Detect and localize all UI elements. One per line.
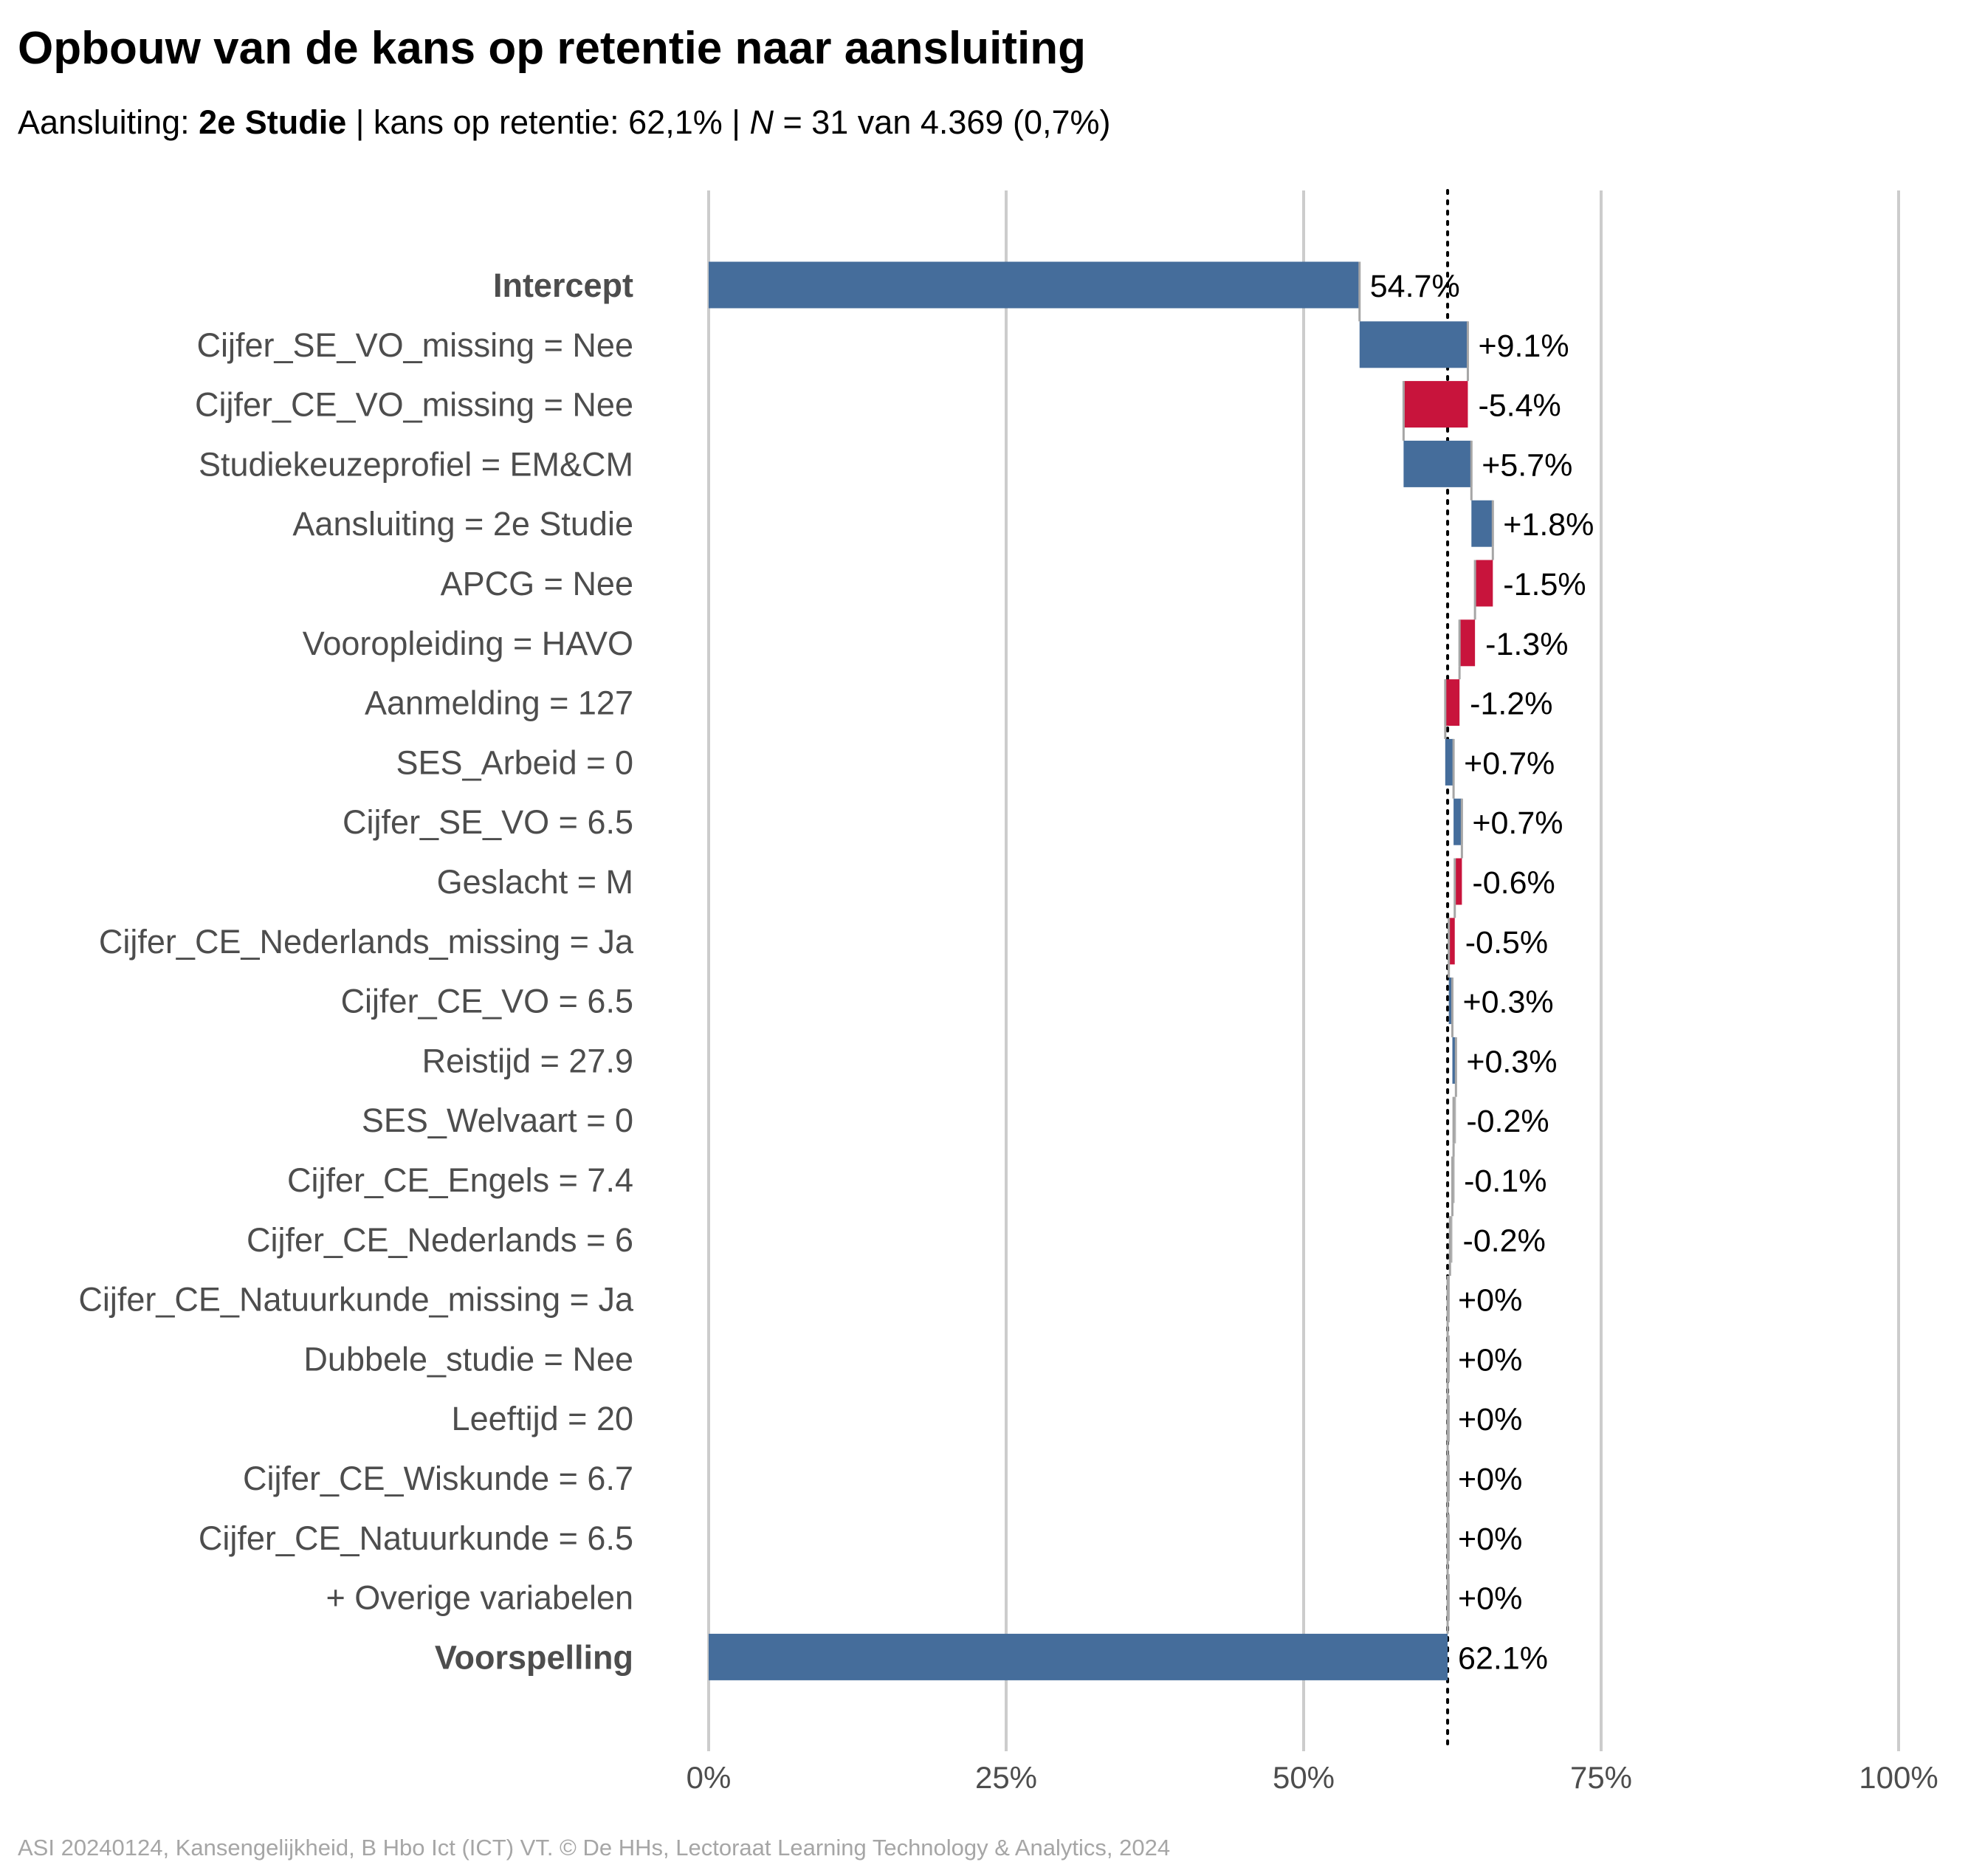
value-labels: 54.7% +9.1% -5.4% +5.7% +1.8% -1.5% -1.3% -1.2%… xyxy=(1370,269,1594,1676)
value-label: +1.8% xyxy=(1503,507,1594,543)
value-label: -1.2% xyxy=(1470,687,1552,722)
subtitle-sep1: | kans op retentie: xyxy=(346,103,629,141)
subtitle-n-symbol: N xyxy=(749,103,774,141)
row-label: SES_Welvaart = 0 xyxy=(362,1102,633,1139)
value-label: +0% xyxy=(1458,1581,1522,1617)
value-label: -0.2% xyxy=(1466,1104,1549,1139)
row-label: Studiekeuzeprofiel = EM&CM xyxy=(199,445,633,483)
value-label: +0% xyxy=(1458,1283,1522,1319)
row-label: Geslacht = M xyxy=(437,863,633,901)
bar xyxy=(1403,381,1468,428)
bar xyxy=(1450,1216,1453,1263)
value-label: +0% xyxy=(1458,1462,1522,1497)
bar xyxy=(1471,500,1493,547)
bar xyxy=(1448,977,1453,1025)
value-label: +0.7% xyxy=(1472,805,1563,841)
value-label: -1.5% xyxy=(1503,567,1586,602)
subtitle-n-text: = 31 van 4.369 (0,7%) xyxy=(773,103,1111,141)
row-label: Dubbele_studie = Nee xyxy=(303,1340,633,1378)
row-label: + Overige variabelen xyxy=(326,1579,634,1617)
subtitle-prefix: Aansluiting: xyxy=(18,103,199,141)
bar xyxy=(1403,440,1472,487)
bar xyxy=(1448,918,1455,965)
value-label: +9.1% xyxy=(1478,329,1569,364)
row-label: SES_Arbeid = 0 xyxy=(396,743,633,781)
value-label: +0% xyxy=(1458,1342,1522,1378)
x-tick-label: 0% xyxy=(687,1760,732,1795)
row-label: Cijfer_CE_Nederlands_missing = Ja xyxy=(99,923,634,961)
subtitle-prob: 62,1% xyxy=(628,103,723,141)
value-label: -0.2% xyxy=(1463,1223,1546,1259)
x-tick-label: 25% xyxy=(975,1760,1037,1795)
row-label: Cijfer_CE_Natuurkunde = 6.5 xyxy=(199,1519,633,1557)
bar xyxy=(1445,679,1460,726)
row-label: Cijfer_SE_VO_missing = Nee xyxy=(196,326,633,364)
gridlines xyxy=(707,189,1900,1753)
bar xyxy=(1452,1037,1456,1084)
bar xyxy=(709,261,1360,309)
bar xyxy=(1453,798,1462,845)
row-label: Reistijd = 27.9 xyxy=(422,1042,633,1079)
value-label: +0.7% xyxy=(1464,746,1555,781)
row-label: Cijfer_CE_Wiskunde = 6.7 xyxy=(243,1460,633,1497)
row-label: Cijfer_CE_Nederlands = 6 xyxy=(247,1221,633,1259)
bars xyxy=(709,261,1494,1680)
bar xyxy=(709,1633,1448,1680)
bar xyxy=(1475,560,1493,607)
row-label: Vooropleiding = HAVO xyxy=(303,625,633,662)
value-label: +0.3% xyxy=(1466,1044,1557,1079)
value-label: 54.7% xyxy=(1370,269,1460,304)
row-label: Voorspelling xyxy=(435,1638,633,1676)
bar xyxy=(1359,321,1468,368)
row-label: Aanmelding = 127 xyxy=(365,684,633,722)
row-label: Leeftijd = 20 xyxy=(452,1400,633,1437)
value-label: 62.1% xyxy=(1458,1640,1548,1676)
chart-subtitle: Aansluiting: 2e Studie | kans op retenti… xyxy=(18,103,1111,142)
value-label: -0.1% xyxy=(1464,1164,1546,1199)
row-label: Cijfer_CE_Engels = 7.4 xyxy=(287,1161,633,1199)
bar xyxy=(1454,858,1462,905)
bar xyxy=(1445,738,1454,786)
x-tick-labels: 0% 25% 50% 75% 100% xyxy=(687,1760,1938,1795)
chart-title: Opbouw van de kans op retentie naar aans… xyxy=(18,23,1086,74)
subtitle-sep2: | xyxy=(722,103,750,141)
row-label: APCG = Nee xyxy=(441,565,633,602)
value-label: -5.4% xyxy=(1478,388,1561,424)
x-tick-label: 100% xyxy=(1859,1760,1938,1795)
bar xyxy=(1453,1096,1456,1144)
value-label: -0.5% xyxy=(1465,925,1548,961)
value-label: -0.6% xyxy=(1472,865,1555,901)
bar xyxy=(1459,619,1476,667)
row-label: Cijfer_CE_Natuurkunde_missing = Ja xyxy=(78,1281,634,1319)
row-label: Aansluiting = 2e Studie xyxy=(292,505,633,543)
value-label: -1.3% xyxy=(1485,627,1568,662)
value-label: +0.3% xyxy=(1463,985,1554,1020)
value-label: +0% xyxy=(1458,1522,1522,1557)
row-label: Cijfer_CE_VO = 6.5 xyxy=(341,983,633,1020)
row-label: Cijfer_CE_VO_missing = Nee xyxy=(195,386,633,424)
subtitle-group: 2e Studie xyxy=(199,103,347,141)
x-tick-label: 75% xyxy=(1570,1760,1632,1795)
chart-caption: ASI 20240124, Kansengelijkheid, B Hbo Ic… xyxy=(18,1835,1171,1860)
x-tick-label: 50% xyxy=(1273,1760,1335,1795)
value-label: +0% xyxy=(1458,1402,1522,1437)
row-label: Cijfer_SE_VO = 6.5 xyxy=(343,803,633,841)
value-label: +5.7% xyxy=(1482,447,1572,483)
row-label: Intercept xyxy=(493,267,633,304)
row-labels: Intercept Cijfer_SE_VO_missing = Nee Cijfe… xyxy=(78,267,634,1676)
